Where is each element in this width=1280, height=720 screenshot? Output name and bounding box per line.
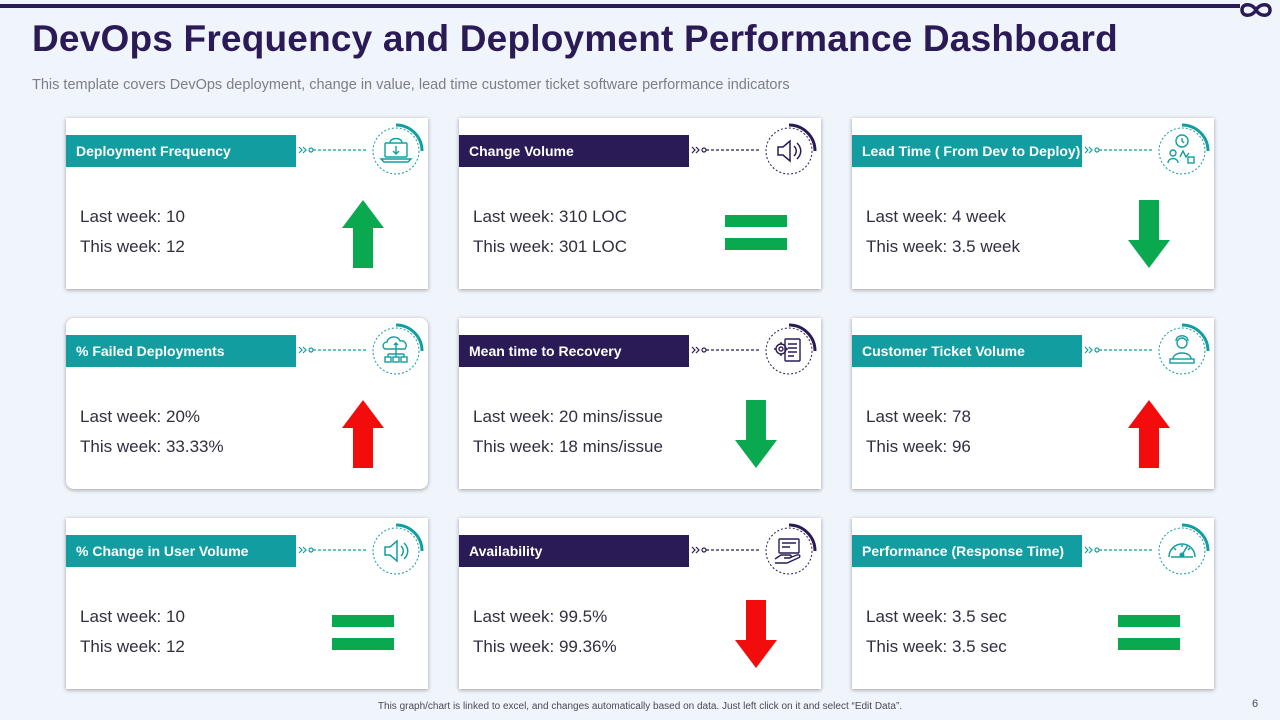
this-week-value: This week: 301 LOC xyxy=(473,237,628,256)
cloud-network-icon xyxy=(371,323,424,376)
kpi-card-lead-time[interactable]: Lead Time ( From Dev to Deploy) Last wee… xyxy=(852,118,1214,289)
connector-arrow-icon xyxy=(298,346,369,354)
kpi-card-deployment-frequency[interactable]: Deployment Frequency Last week: 10 This … xyxy=(66,118,428,289)
down-arrow-green-icon xyxy=(735,400,777,468)
connector-arrow-icon xyxy=(298,146,369,154)
last-week-value: Last week: 20% xyxy=(80,407,201,426)
speaker-icon xyxy=(371,523,424,576)
connector-arrow-icon xyxy=(1084,146,1155,154)
kpi-card-mean-time-recovery[interactable]: Mean time to Recovery Last week: 20 mins… xyxy=(459,318,821,489)
this-week-value: This week: 3.5 week xyxy=(866,237,1021,256)
last-week-value: Last week: 20 mins/issue xyxy=(473,407,663,426)
page-subtitle: This template covers DevOps deployment, … xyxy=(32,77,790,93)
connector-arrow-icon xyxy=(298,546,369,554)
this-week-value: This week: 18 mins/issue xyxy=(473,437,663,456)
clock-team-icon xyxy=(1157,123,1210,176)
last-week-value: Last week: 78 xyxy=(866,407,971,426)
last-week-value: Last week: 10 xyxy=(80,607,185,626)
kpi-card-performance[interactable]: Performance (Response Time) Last week: 3… xyxy=(852,518,1214,689)
card-label: % Failed Deployments xyxy=(66,335,296,367)
this-week-value: This week: 99.36% xyxy=(473,637,617,656)
connector-arrow-icon xyxy=(1084,546,1155,554)
card-label: Availability xyxy=(459,535,689,567)
gear-document-icon xyxy=(764,323,817,376)
last-week-value: Last week: 99.5% xyxy=(473,607,608,626)
down-arrow-green-icon xyxy=(1128,200,1170,268)
page-title: DevOps Frequency and Deployment Performa… xyxy=(32,18,1118,59)
this-week-value: This week: 96 xyxy=(866,437,971,456)
cloud-laptop-icon xyxy=(371,123,424,176)
connector-arrow-icon xyxy=(691,146,762,154)
kpi-card-user-volume[interactable]: % Change in User Volume Last week: 10 Th… xyxy=(66,518,428,689)
card-label: Deployment Frequency xyxy=(66,135,296,167)
last-week-value: Last week: 10 xyxy=(80,207,185,226)
speedometer-icon xyxy=(1157,523,1210,576)
kpi-card-availability[interactable]: Availability Last week: 99.5% This week:… xyxy=(459,518,821,689)
speaker-icon xyxy=(764,123,817,176)
connector-arrow-icon xyxy=(1084,346,1155,354)
down-arrow-red-icon xyxy=(735,600,777,668)
equal-sign-green-icon xyxy=(332,615,394,650)
card-label: Performance (Response Time) xyxy=(852,535,1082,567)
card-label: % Change in User Volume xyxy=(66,535,296,567)
support-person-icon xyxy=(1157,323,1210,376)
hand-card-icon xyxy=(764,523,817,576)
this-week-value: This week: 12 xyxy=(80,237,185,256)
kpi-card-failed-deployments[interactable]: % Failed Deployments Last week: 20% This… xyxy=(66,318,428,489)
card-label: Customer Ticket Volume xyxy=(852,335,1082,367)
kpi-card-change-volume[interactable]: Change Volume Last week: 310 LOC This we… xyxy=(459,118,821,289)
connector-arrow-icon xyxy=(691,546,762,554)
up-arrow-green-icon xyxy=(342,200,384,268)
this-week-value: This week: 12 xyxy=(80,637,185,656)
up-arrow-red-icon xyxy=(342,400,384,468)
last-week-value: Last week: 310 LOC xyxy=(473,207,628,226)
card-label: Lead Time ( From Dev to Deploy) xyxy=(852,135,1082,167)
equal-sign-green-icon xyxy=(1118,615,1180,650)
top-rule xyxy=(0,4,1240,8)
kpi-card-customer-ticket-volume[interactable]: Customer Ticket Volume Last week: 78 Thi… xyxy=(852,318,1214,489)
this-week-value: This week: 3.5 sec xyxy=(866,637,1007,656)
card-label: Mean time to Recovery xyxy=(459,335,689,367)
footer-note: This graph/chart is linked to excel, and… xyxy=(377,701,903,712)
this-week-value: This week: 33.33% xyxy=(80,437,224,456)
card-label: Change Volume xyxy=(459,135,689,167)
last-week-value: Last week: 3.5 sec xyxy=(866,607,1007,626)
page-number: 6 xyxy=(1252,698,1259,710)
up-arrow-red-icon xyxy=(1128,400,1170,468)
last-week-value: Last week: 4 week xyxy=(866,207,1006,226)
equal-sign-green-icon xyxy=(725,215,787,250)
infinity-link-icon xyxy=(1240,3,1272,17)
connector-arrow-icon xyxy=(691,346,762,354)
